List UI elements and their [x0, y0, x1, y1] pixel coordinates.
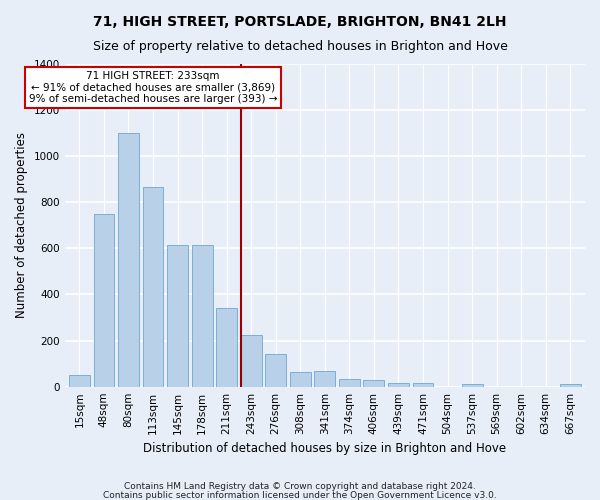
Y-axis label: Number of detached properties: Number of detached properties [15, 132, 28, 318]
Bar [413, 383, 433, 386]
Bar [461, 384, 482, 386]
Bar [143, 188, 163, 386]
Bar [94, 214, 115, 386]
Bar [290, 372, 311, 386]
Text: Size of property relative to detached houses in Brighton and Hove: Size of property relative to detached ho… [92, 40, 508, 53]
Text: 71 HIGH STREET: 233sqm
← 91% of detached houses are smaller (3,869)
9% of semi-d: 71 HIGH STREET: 233sqm ← 91% of detached… [29, 71, 277, 104]
Bar [560, 384, 581, 386]
Bar [191, 245, 212, 386]
Bar [69, 375, 90, 386]
Bar [216, 308, 237, 386]
Bar [167, 245, 188, 386]
Bar [265, 354, 286, 386]
Bar [364, 380, 385, 386]
Bar [388, 383, 409, 386]
Text: Contains public sector information licensed under the Open Government Licence v3: Contains public sector information licen… [103, 490, 497, 500]
Text: 71, HIGH STREET, PORTSLADE, BRIGHTON, BN41 2LH: 71, HIGH STREET, PORTSLADE, BRIGHTON, BN… [93, 15, 507, 29]
X-axis label: Distribution of detached houses by size in Brighton and Hove: Distribution of detached houses by size … [143, 442, 506, 455]
Bar [314, 370, 335, 386]
Text: Contains HM Land Registry data © Crown copyright and database right 2024.: Contains HM Land Registry data © Crown c… [124, 482, 476, 491]
Bar [118, 133, 139, 386]
Bar [339, 378, 360, 386]
Bar [241, 335, 262, 386]
